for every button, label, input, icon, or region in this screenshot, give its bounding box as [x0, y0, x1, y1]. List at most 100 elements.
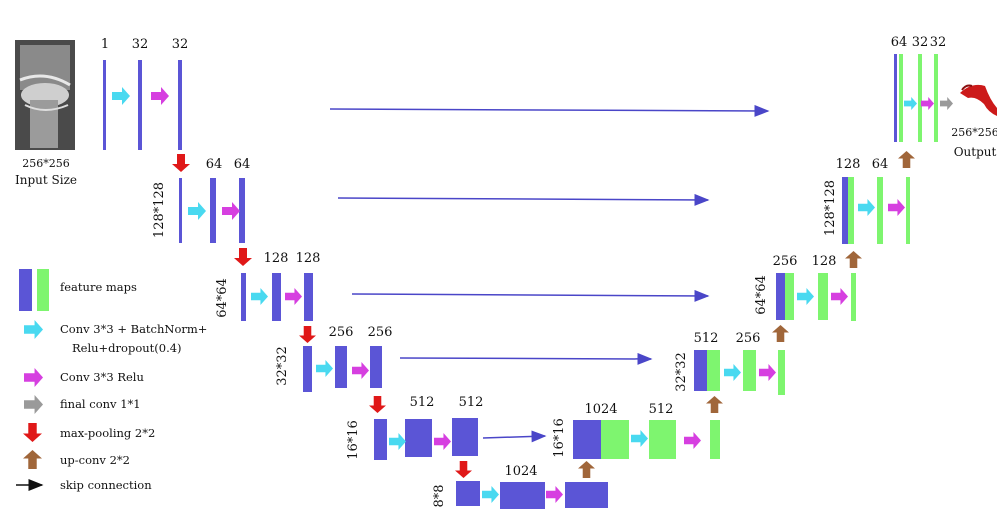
- conv-bn-arrow: [251, 288, 268, 305]
- channel-label: 256: [368, 325, 393, 340]
- resolution-label: 64*64: [215, 278, 230, 318]
- feature-map-enc4-a: [303, 346, 312, 392]
- feature-map-dec4-b: [743, 350, 756, 391]
- conv-relu-arrow: [285, 288, 302, 305]
- conv-bn-arrow: [797, 288, 814, 305]
- conv-relu-arrow: [434, 433, 451, 450]
- up-conv-arrow: [706, 396, 723, 413]
- up-conv-arrow: [772, 325, 789, 342]
- feature-map-dec3-b: [818, 273, 828, 320]
- up-conv-arrow: [578, 461, 595, 478]
- legend-max-pool-icon: [23, 423, 42, 442]
- channel-label: 64: [206, 157, 223, 172]
- channel-label: 64: [891, 35, 908, 50]
- channel-label: 1: [101, 37, 109, 52]
- feature-map-dec1-b: [918, 54, 922, 142]
- channel-label: 128: [836, 157, 861, 172]
- feature-map-enc5-b: [405, 419, 432, 457]
- feature-map-bottleneck-c: [565, 482, 608, 508]
- conv-relu-arrow: [684, 432, 701, 449]
- legend-up-conv-icon: [23, 450, 42, 469]
- up-conv-arrow: [845, 251, 862, 268]
- channel-label: 256: [773, 254, 798, 269]
- conv-bn-arrow: [482, 486, 499, 503]
- feature-map-dec2-concat-blue: [842, 177, 848, 244]
- feature-map-enc2-b: [210, 178, 216, 243]
- feature-map-dec3-concat-green: [785, 273, 794, 320]
- feature-map-dec1-concat-blue: [894, 54, 897, 142]
- max-pool-arrow: [369, 396, 386, 413]
- output-size-value: 256*256: [951, 126, 997, 139]
- feature-map-dec2-concat-green: [848, 177, 854, 244]
- max-pool-arrow: [172, 154, 190, 172]
- conv-bn-arrow: [389, 433, 406, 450]
- feature-map-dec3-concat-blue: [776, 273, 785, 320]
- feature-map-dec4-concat-green: [707, 350, 720, 391]
- feature-map-bottleneck-a: [456, 481, 480, 506]
- input-size-label: Input Size: [15, 173, 77, 187]
- legend-conv-bn-line2: Relu+dropout(0.4): [72, 341, 182, 355]
- resolution-label: 128*128: [152, 182, 167, 238]
- max-pool-arrow: [455, 461, 472, 478]
- feature-map-dec1-c: [934, 54, 938, 142]
- feature-map-enc1-b: [138, 60, 142, 150]
- channel-label: 1024: [504, 464, 537, 479]
- feature-map-dec5-concat-green: [601, 420, 629, 459]
- conv-relu-arrow: [546, 486, 563, 503]
- feature-map-dec5-b: [649, 420, 676, 459]
- up-conv-arrow: [898, 151, 915, 168]
- conv-relu-arrow: [222, 202, 240, 220]
- channel-label: 32: [930, 35, 947, 50]
- channel-label: 128: [812, 254, 837, 269]
- conv-relu-arrow: [888, 199, 905, 216]
- feature-map-dec2-b: [877, 177, 883, 244]
- conv-bn-arrow: [904, 97, 917, 110]
- resolution-label: 32*32: [674, 352, 689, 392]
- skip-connection: [351, 289, 710, 302]
- resolution-label: 128*128: [823, 180, 838, 236]
- input-image: [15, 40, 75, 150]
- conv-bn-arrow: [858, 199, 875, 216]
- legend-green-swatch: [37, 269, 49, 311]
- legend-conv-bn-icon: [24, 320, 43, 339]
- legend-conv-relu: Conv 3*3 Relu: [60, 370, 144, 384]
- channel-label: 32: [912, 35, 929, 50]
- legend-final-conv-icon: [24, 395, 43, 414]
- output-segmentation-image: [960, 84, 997, 116]
- feature-map-enc1-a: [103, 60, 106, 150]
- conv-relu-arrow: [151, 87, 169, 105]
- max-pool-arrow: [299, 326, 316, 343]
- conv-bn-arrow: [112, 87, 130, 105]
- channel-label: 512: [459, 395, 484, 410]
- conv-relu-arrow: [759, 364, 776, 381]
- channel-label: 256: [736, 331, 761, 346]
- conv-relu-arrow: [352, 362, 369, 379]
- feature-map-enc4-b: [335, 346, 347, 388]
- feature-map-dec4-c: [778, 350, 785, 395]
- final-conv-arrow: [940, 97, 953, 110]
- feature-map-enc5-c: [452, 418, 478, 456]
- legend-up-conv: up-conv 2*2: [60, 453, 130, 467]
- skip-connection: [329, 104, 770, 117]
- resolution-label: 16*16: [346, 420, 361, 460]
- resolution-label: 32*32: [275, 346, 290, 386]
- channel-label: 64: [234, 157, 251, 172]
- legend-final-conv: final conv 1*1: [60, 397, 141, 411]
- feature-map-dec3-c: [851, 273, 856, 321]
- channel-label: 64: [872, 157, 889, 172]
- legend: feature maps Conv 3*3 + BatchNorm+ Relu+…: [16, 269, 207, 492]
- feature-map-dec4-concat-blue: [694, 350, 707, 391]
- input-size-value: 256*256: [22, 157, 70, 170]
- resolution-label: 8*8: [432, 484, 447, 507]
- resolution-label: 16*16: [552, 418, 567, 458]
- conv-bn-arrow: [316, 360, 333, 377]
- skip-connection: [482, 430, 547, 443]
- max-pool-arrow: [234, 248, 252, 266]
- legend-blue-swatch: [19, 269, 32, 311]
- feature-map-dec5-concat-blue: [573, 420, 601, 459]
- feature-map-bottleneck-b: [500, 482, 545, 509]
- feature-map-enc2-c: [239, 178, 245, 243]
- feature-map-enc3-b: [272, 273, 281, 321]
- legend-conv-bn-line1: Conv 3*3 + BatchNorm+: [60, 322, 207, 336]
